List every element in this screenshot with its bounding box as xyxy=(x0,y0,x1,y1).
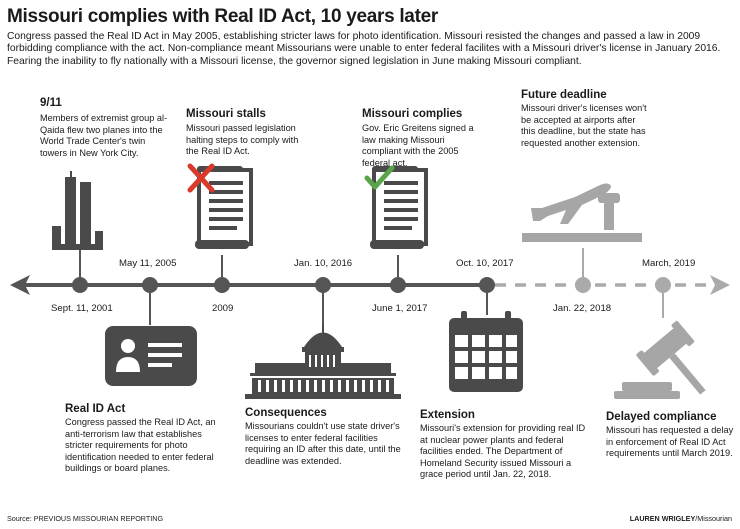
twin-towers-icon xyxy=(52,171,103,250)
heading-stalls: Missouri stalls xyxy=(186,108,266,120)
text-consequences: Missourians couldn't use state driver's … xyxy=(245,421,401,466)
date-sept11: Sept. 11, 2001 xyxy=(51,303,113,314)
heading-delayed: Delayed compliance xyxy=(606,411,717,423)
heading-complies: Missouri complies xyxy=(362,108,463,120)
document-check-icon xyxy=(364,165,428,249)
text-extension: Missouri's extension for providing real … xyxy=(420,423,586,480)
marker-consequences xyxy=(315,277,331,293)
date-complies: June 1, 2017 xyxy=(372,303,428,314)
text-real-id: Congress passed the Real ID Act, an anti… xyxy=(65,417,216,474)
id-card-icon xyxy=(105,326,197,386)
gavel-icon xyxy=(614,321,706,399)
heading-consequences: Consequences xyxy=(245,407,327,419)
text-future: Missouri driver's licenses won't be acce… xyxy=(521,103,647,148)
date-consequences: Jan. 10, 2016 xyxy=(294,258,353,269)
text-sept11: Members of extremist group al-Qaida flew… xyxy=(40,113,168,158)
marker-future xyxy=(575,277,591,293)
intro-paragraph: Congress passed the Real ID Act in May 2… xyxy=(7,31,721,67)
date-stalls: 2009 xyxy=(212,303,234,314)
credit-name: LAUREN WRIGLEY xyxy=(629,514,696,523)
page-title: Missouri complies with Real ID Act, 10 y… xyxy=(7,6,438,27)
heading-extension: Extension xyxy=(420,409,475,421)
marker-delayed xyxy=(655,277,671,293)
heading-future: Future deadline xyxy=(521,89,607,101)
capitol-icon xyxy=(245,324,401,399)
source-note: Source: PREVIOUS MISSOURIAN REPORTING xyxy=(7,514,164,523)
timeline-left-arrow xyxy=(10,275,30,295)
text-complies: Gov. Eric Greitens signed a law making M… xyxy=(362,123,474,168)
date-extension: Oct. 10, 2017 xyxy=(456,258,514,269)
date-delayed: March, 2019 xyxy=(642,258,696,269)
heading-sept11: 9/11 xyxy=(40,97,62,109)
markers xyxy=(72,277,495,293)
marker-real-id xyxy=(142,277,158,293)
marker-extension xyxy=(479,277,495,293)
date-real-id: May 11, 2005 xyxy=(119,258,177,269)
marker-sept11 xyxy=(72,277,88,293)
text-delayed: Missouri has requested a delay in enforc… xyxy=(606,425,734,459)
calendar-icon xyxy=(449,311,523,392)
marker-stalls xyxy=(214,277,230,293)
credit: LAUREN WRIGLEY/Missourian xyxy=(630,514,732,523)
marker-complies xyxy=(390,277,406,293)
airport-icon xyxy=(522,183,642,242)
credit-org: /Missourian xyxy=(695,514,732,523)
date-future: Jan. 22, 2018 xyxy=(553,303,612,314)
document-cross-icon xyxy=(187,163,253,249)
future-markers xyxy=(575,277,671,293)
timeline-right-arrow xyxy=(710,275,730,295)
heading-real-id: Real ID Act xyxy=(65,403,126,415)
text-stalls: Missouri passed legislation halting step… xyxy=(186,123,299,157)
